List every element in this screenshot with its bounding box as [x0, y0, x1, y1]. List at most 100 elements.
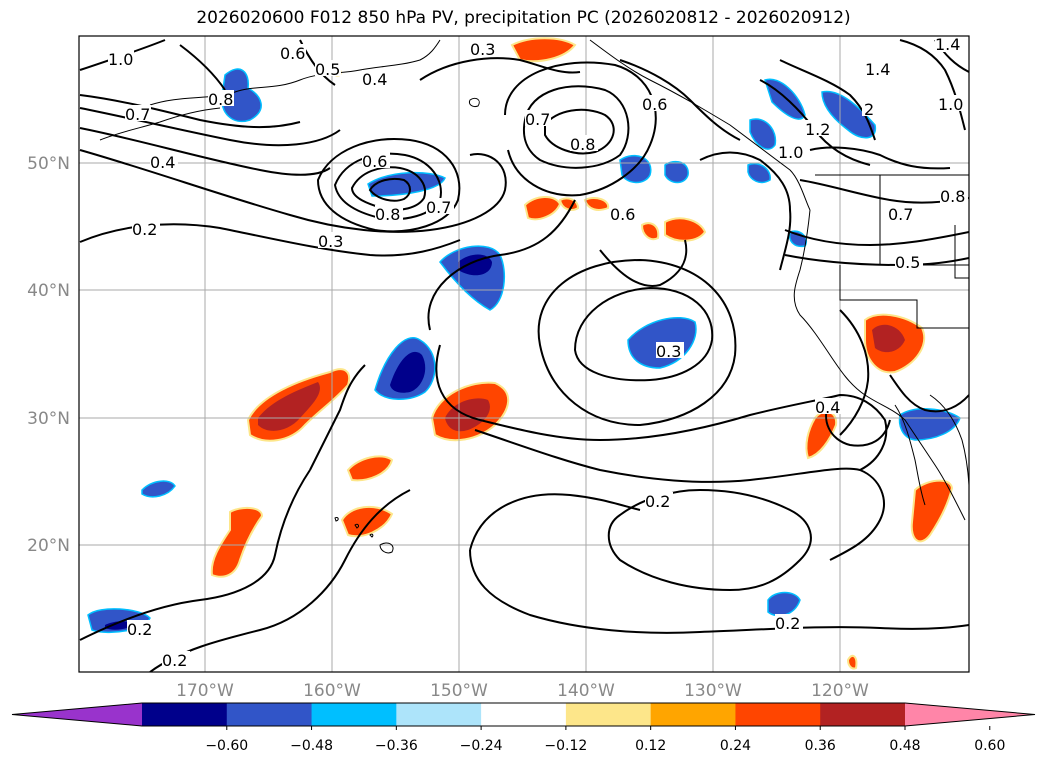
pv-contour-line [889, 374, 969, 413]
neg-precip-area [141, 480, 176, 498]
contour-label: 0.8 [375, 205, 400, 224]
neg-precip-core [458, 254, 492, 276]
pv-contour-line [427, 199, 576, 331]
colorbar-segment [481, 703, 567, 726]
lat-label: 30°N [27, 409, 70, 429]
neg-precip-core [390, 351, 426, 393]
pv-contour-line [316, 138, 461, 233]
contour-label: 0.4 [150, 153, 175, 172]
pv-contour-line [825, 399, 891, 447]
pos-precip-area [640, 222, 660, 241]
pos-precip-area [664, 217, 707, 242]
pv-contour-line [899, 39, 966, 131]
lon-label: 120°W [811, 681, 869, 701]
pv-contour-line [809, 146, 951, 170]
hawaii-island [369, 533, 374, 538]
contour-label: 0.3 [656, 342, 681, 361]
colorbar-segment [735, 703, 821, 726]
neg-precip-area [367, 171, 446, 197]
contour-label: 1.0 [938, 95, 963, 114]
map-title: 2026020600 F012 850 hPa PV, precipitatio… [196, 8, 851, 28]
contour-label: 0.8 [570, 135, 595, 154]
pv-contour-line [435, 344, 888, 471]
neg-precip-area [898, 408, 961, 441]
contour-label: 0.2 [132, 220, 157, 239]
colorbar-segment [565, 703, 652, 726]
contour-label: 0.2 [162, 651, 187, 670]
hawaii-island [379, 542, 394, 554]
lon-label: 140°W [557, 681, 615, 701]
contour-label: 0.3 [318, 232, 343, 251]
pv-contour-line [544, 108, 615, 155]
colorbar-tick-label: 0.12 [635, 738, 666, 754]
pv-contour-line [522, 85, 630, 169]
pv-contour-line [79, 469, 311, 641]
pv-contour-line [504, 61, 657, 197]
colorbar-segment [396, 703, 482, 726]
state-border [839, 265, 969, 329]
colorbar-segment [226, 703, 313, 726]
pos-precip-area [846, 654, 858, 670]
pv-contour-line [419, 57, 581, 81]
latitude-labels: 50°N 40°N 30°N 20°N [27, 154, 70, 556]
pos-precip-area [510, 37, 577, 63]
contour-label: 0.6 [280, 44, 305, 63]
colorbar-tick-label: −0.48 [290, 738, 333, 754]
colorbar-extend-min [12, 703, 142, 726]
contour-label: 0.6 [642, 95, 667, 114]
lat-label: 50°N [27, 154, 70, 174]
baja-coast [894, 404, 926, 506]
contour-label: 0.6 [362, 152, 387, 171]
pv-contour-line [607, 488, 812, 592]
contour-label: 0.3 [470, 40, 495, 59]
pv-contour-line [699, 151, 792, 271]
neg-precip-area [221, 68, 262, 123]
contour-label: 0.5 [895, 253, 920, 272]
neg-precip-area [749, 118, 777, 150]
pv-contour-line [779, 59, 876, 141]
pv-contours [79, 39, 969, 672]
colorbar-outline [11, 702, 1036, 727]
pv-contour-line [149, 489, 411, 672]
contour-label: 0.7 [888, 205, 913, 224]
pv-contour-line [469, 549, 969, 634]
hawaii-island [354, 523, 359, 529]
pv-contour-line [368, 177, 411, 202]
pos-precip-area [210, 506, 264, 578]
bc-coast [589, 39, 811, 211]
lon-label: 150°W [430, 681, 488, 701]
neg-precip-area [767, 591, 801, 617]
pv-contour-line [537, 258, 737, 427]
pv-contour-line [573, 286, 714, 382]
alaska-coast [99, 107, 221, 141]
colorbar-tick-label: −0.36 [375, 738, 418, 754]
contour-label: 0.4 [815, 398, 840, 417]
contour-label: 0.7 [426, 198, 451, 217]
colorbar-segment [820, 703, 906, 726]
gridlines [79, 36, 969, 672]
colorbar-tick-label: −0.24 [460, 738, 503, 754]
colorbar-tick-label: −0.60 [205, 738, 248, 754]
gulf-coast [929, 394, 969, 486]
pv-contour-line [474, 429, 885, 561]
pv-contour-line [179, 44, 226, 91]
colorbar: −0.60 −0.48 −0.36 −0.24 −0.12 0.12 0.24 0.36 0.4… [11, 702, 1036, 754]
contour-label: 1.0 [108, 50, 133, 69]
contour-label: 1.2 [805, 120, 830, 139]
contour-label: 0.2 [775, 614, 800, 633]
pv-contour-line [309, 364, 366, 471]
pv-contour-line [599, 239, 688, 287]
longitude-labels: 170°W 160°W 150°W 140°W 130°W 120°W [176, 681, 869, 701]
pv-contour-line [350, 166, 426, 211]
contour-label: 0.8 [208, 90, 233, 109]
contour-label: 0.7 [525, 110, 550, 129]
pv-contour-line [784, 229, 969, 247]
contour-label: 0.6 [610, 205, 635, 224]
contour-labels: 1.0 0.6 0.5 0.4 0.3 1.4 0.8 1.4 0.7 0.6 … [108, 36, 968, 670]
colorbar-segment [311, 703, 397, 726]
lon-label: 170°W [176, 681, 234, 701]
contour-label: 0.4 [362, 70, 387, 89]
pos-precip-area [340, 505, 394, 538]
neg-precip-area [747, 163, 771, 184]
island [469, 97, 480, 107]
